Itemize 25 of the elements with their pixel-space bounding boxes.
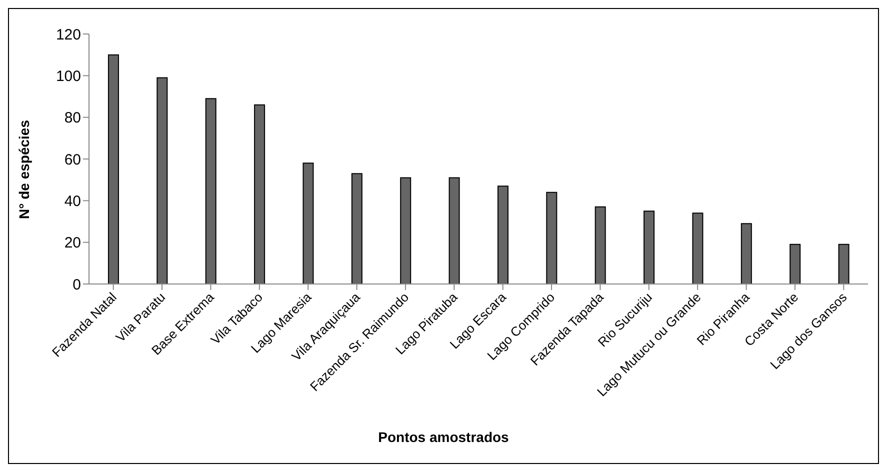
bar (351, 173, 362, 284)
bar (400, 177, 412, 284)
bar (156, 77, 168, 284)
bar (790, 244, 801, 284)
bar (205, 98, 216, 284)
y-tick-label: 20 (64, 234, 81, 252)
bar (302, 162, 314, 284)
bar (546, 192, 558, 284)
y-tick-label: 0 (72, 276, 81, 294)
y-tick-label: 120 (56, 26, 81, 44)
bar (254, 104, 266, 284)
bar (740, 223, 752, 284)
bar (497, 186, 508, 284)
y-tick-label: 60 (64, 151, 81, 168)
y-tick-label: 100 (56, 68, 81, 85)
y-tick-label: 80 (64, 110, 81, 127)
bar (692, 212, 704, 284)
x-axis-title: Pontos amostrados (377, 429, 510, 445)
bar (644, 210, 655, 284)
bar (108, 54, 119, 284)
bar (448, 177, 460, 284)
bar (838, 244, 850, 284)
y-tick-label: 40 (64, 192, 81, 210)
y-axis-title: N° de espécies (16, 120, 32, 219)
bar (594, 206, 606, 284)
